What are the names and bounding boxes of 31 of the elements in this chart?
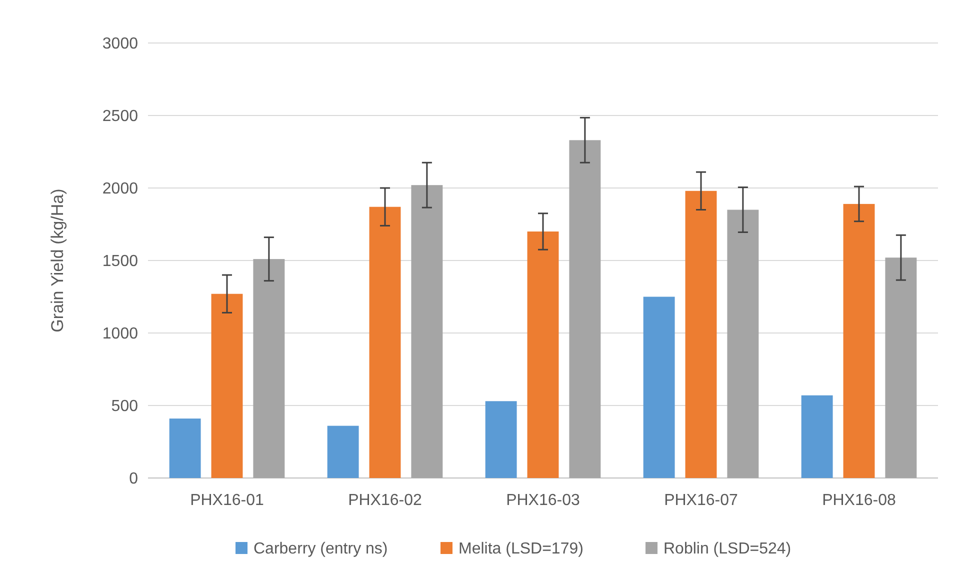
bar	[801, 395, 833, 478]
legend-label: Melita (LSD=179)	[458, 540, 584, 558]
y-tick-label: 500	[111, 398, 138, 416]
x-tick-label: PHX16-01	[190, 492, 264, 509]
bar	[643, 296, 675, 478]
bar	[411, 185, 443, 478]
bar	[843, 204, 875, 478]
legend-label: Carberry (entry ns)	[254, 540, 388, 558]
x-tick-label: PHX16-03	[506, 492, 580, 509]
y-tick-label: 1500	[102, 253, 138, 270]
bar	[169, 418, 201, 478]
bar	[485, 401, 517, 478]
y-tick-label: 2000	[102, 180, 138, 198]
bar	[211, 294, 243, 478]
y-tick-label: 3000	[102, 36, 138, 53]
bar	[885, 258, 917, 478]
y-tick-label: 0	[129, 470, 138, 488]
bar	[369, 206, 401, 478]
bar	[569, 140, 601, 478]
bar	[685, 190, 717, 478]
x-tick-label: PHX16-08	[822, 492, 896, 509]
bar	[727, 210, 759, 478]
y-tick-label: 1000	[102, 326, 138, 343]
bar	[253, 259, 285, 478]
y-axis-title: Grain Yield (kg/Ha)	[48, 188, 67, 332]
y-tick-label: 2500	[102, 108, 138, 126]
legend-label: Roblin (LSD=524)	[664, 540, 792, 558]
x-tick-label: PHX16-07	[664, 492, 738, 509]
bar	[527, 232, 559, 478]
x-tick-label: PHX16-02	[348, 492, 422, 509]
bar	[327, 426, 359, 478]
